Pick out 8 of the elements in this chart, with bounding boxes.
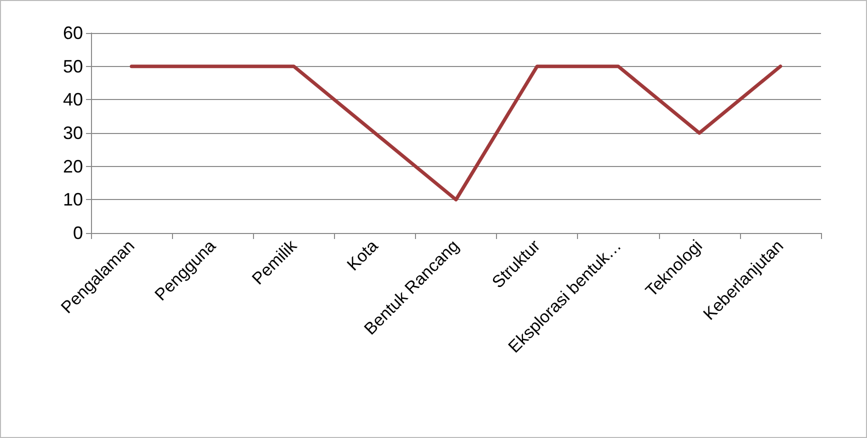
- y-tick-label: 10: [62, 190, 83, 210]
- y-tick-label: 20: [62, 156, 83, 176]
- x-tick-label: Kota: [343, 236, 382, 274]
- y-tick-label: 60: [62, 23, 83, 43]
- y-tick-label: 30: [62, 123, 83, 143]
- y-tick-label: 50: [62, 56, 83, 76]
- y-tick-label: 0: [72, 223, 83, 243]
- y-tick-label: 40: [62, 90, 83, 110]
